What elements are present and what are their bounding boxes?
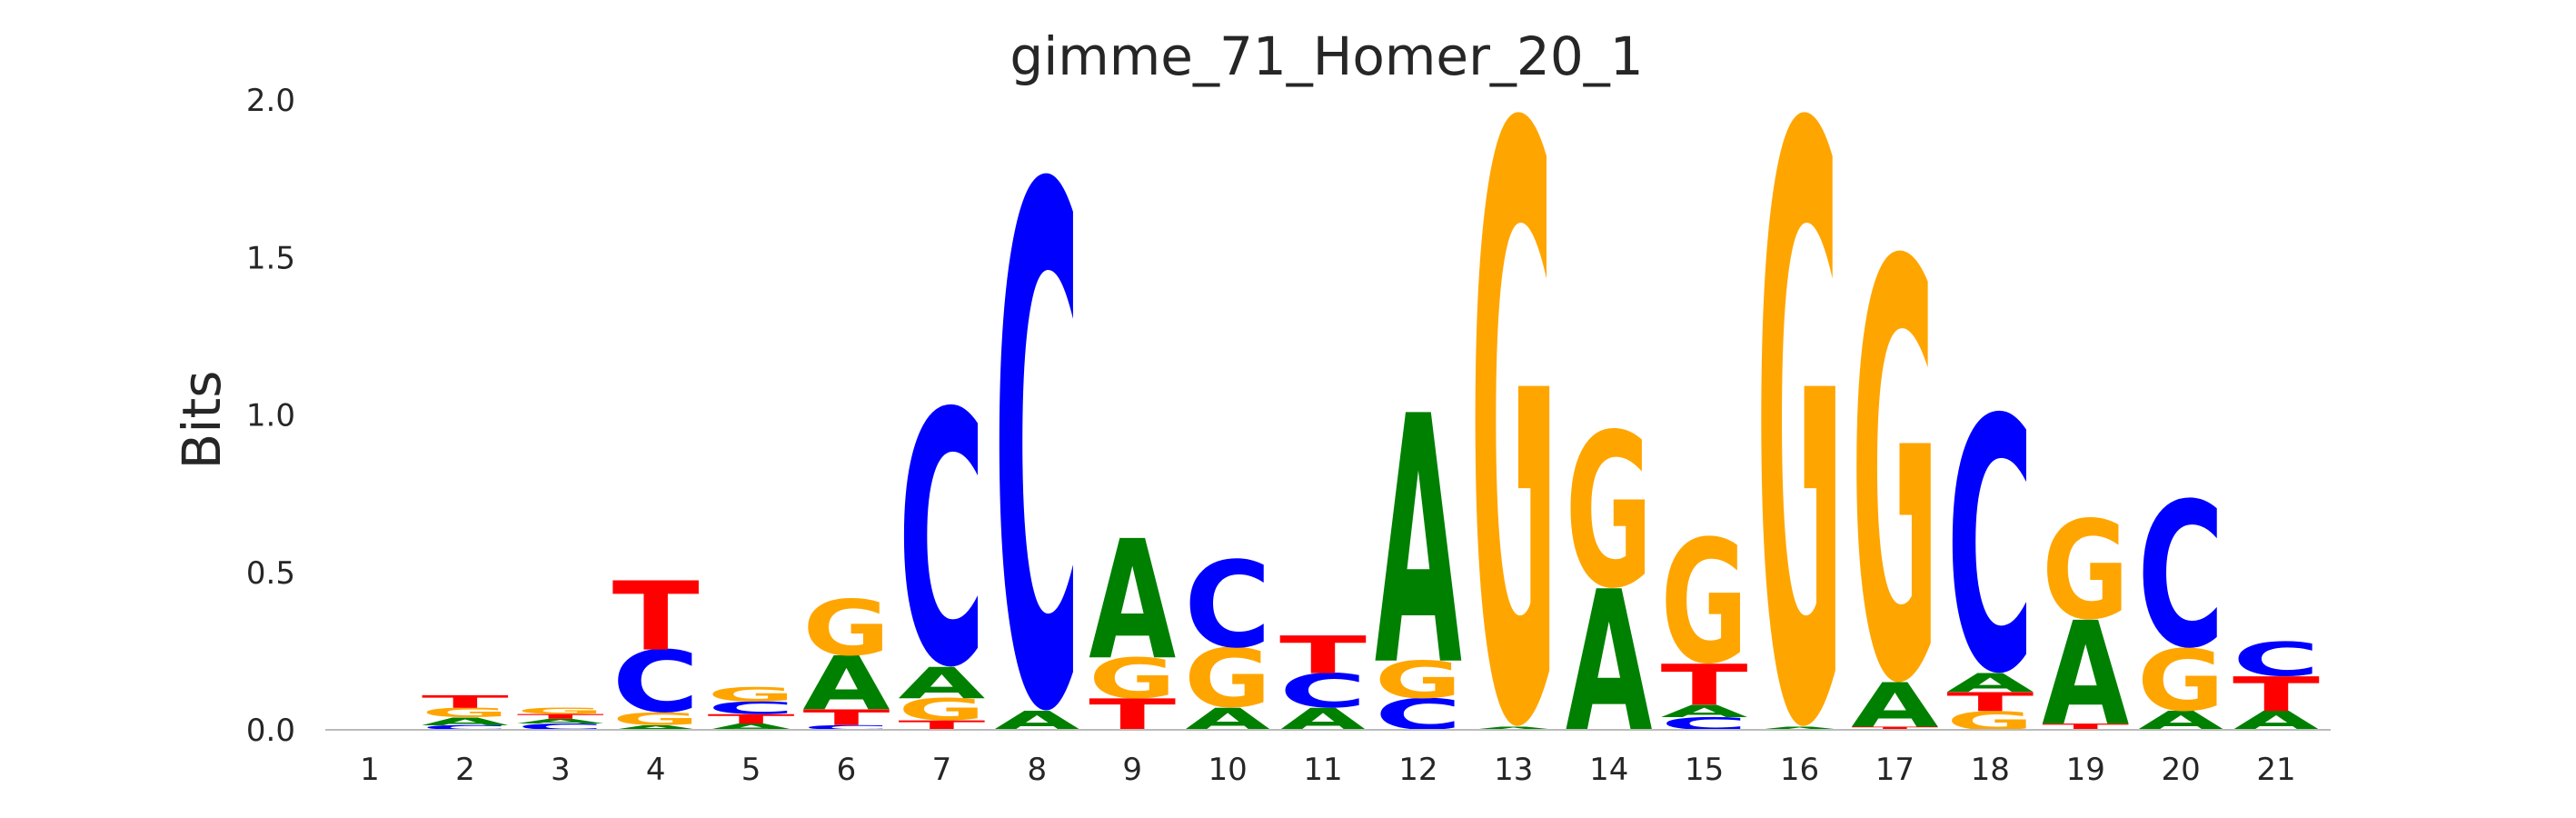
x-tick-label: 7 <box>932 752 952 788</box>
x-tick-label: 18 <box>1971 752 2010 788</box>
logo-letter-G: G <box>517 706 604 716</box>
logo-letter-T: T <box>1946 687 2034 717</box>
logo-letter-A: A <box>1375 344 1463 741</box>
logo-letter-C: C <box>803 723 890 731</box>
logo-letter-A: A <box>1184 703 1271 737</box>
chart-title: gimme_71_Homer_20_1 <box>1010 25 1643 87</box>
logo-letter-A: A <box>1279 703 1367 737</box>
logo-letter-G: G <box>1946 706 2034 735</box>
logo-letter-G: G <box>898 693 985 727</box>
logo-letter-T: T <box>422 692 509 712</box>
x-tick-label: 2 <box>455 752 475 788</box>
logo-letter-G: G <box>422 705 509 720</box>
logo-letter-A: A <box>517 717 604 724</box>
logo-letter-T: T <box>1279 625 1367 685</box>
y-tick-label: 1.5 <box>246 240 295 276</box>
logo-letter-A: A <box>898 659 985 709</box>
x-tick-label: 16 <box>1780 752 1819 788</box>
x-tick-label: 12 <box>1398 752 1437 788</box>
x-tick-label: 5 <box>741 752 761 788</box>
x-tick-label: 20 <box>2161 752 2200 788</box>
logo-letter-C: C <box>517 722 604 732</box>
x-tick-label: 21 <box>2256 752 2295 788</box>
logo-letter-G: G <box>1661 504 1748 702</box>
logo-letter-A: A <box>993 706 1080 736</box>
y-tick-label: 0.5 <box>246 555 295 592</box>
y-axis-label: Bits <box>171 371 233 470</box>
logo-letter-A: A <box>1089 504 1176 696</box>
logo-letter-G: G <box>1851 145 1938 809</box>
logo-letter-C: C <box>1375 691 1462 740</box>
x-tick-label: 8 <box>1027 752 1047 788</box>
logo-letter-A: A <box>1946 668 2034 698</box>
logo-letter-T: T <box>1661 653 1748 718</box>
y-tick-label: 1.0 <box>246 398 295 434</box>
logo-letter-C: C <box>2233 633 2320 686</box>
logo-letter-C: C <box>422 723 509 731</box>
logo-letter-C: C <box>1661 714 1748 734</box>
y-tick-label: 2.0 <box>246 83 295 119</box>
x-tick-label: 4 <box>646 752 666 788</box>
logo-letter-C: C <box>993 43 1080 818</box>
x-tick-label: 10 <box>1208 752 1247 788</box>
x-tick-label: 9 <box>1122 752 1142 788</box>
logo-letter-G: G <box>1566 390 1653 635</box>
logo-letter-A: A <box>1756 726 1844 732</box>
logo-letter-C: C <box>898 341 985 744</box>
y-tick-label: 0.0 <box>246 713 295 749</box>
logo-letter-G: G <box>1470 0 1557 818</box>
logo-letter-C: C <box>1279 664 1367 718</box>
logo-letter-A: A <box>612 723 700 731</box>
logo-letter-A: A <box>1470 726 1557 732</box>
x-tick-label: 11 <box>1303 752 1342 788</box>
logo-letter-G: G <box>1756 0 1844 818</box>
logo-letter-G: G <box>708 683 795 705</box>
logo-letter-G: G <box>1089 647 1176 711</box>
logo-letter-A: A <box>1661 702 1748 722</box>
x-tick-label: 3 <box>551 752 571 788</box>
logo-letter-C: C <box>1184 536 1271 674</box>
logo-letter-C: C <box>1946 347 2034 751</box>
logo-letter-A: A <box>708 722 795 732</box>
logo-letter-G: G <box>612 709 700 729</box>
y-axis-ticks: 0.0 0.5 1.0 1.5 2.0 <box>246 83 295 749</box>
logo-letter-A: A <box>422 715 509 728</box>
logo-letter-T: T <box>612 563 700 673</box>
logo-letter-T: T <box>1089 690 1176 740</box>
logo-letter-A: A <box>2233 706 2320 736</box>
x-tick-label: 13 <box>1494 752 1533 788</box>
logo-letter-G: G <box>1184 633 1271 725</box>
x-axis-ticks: 1 2 3 4 5 6 7 8 9 10 11 12 13 14 15 16 17 18 19 20 21 <box>360 752 2295 788</box>
logo-letter-G: G <box>2042 493 2129 650</box>
logo-letter-T: T <box>517 713 604 720</box>
x-tick-label: 6 <box>837 752 857 788</box>
logo-letter-G: G <box>1375 651 1462 710</box>
logo-letter-T: T <box>1851 726 1938 731</box>
logo-letter-G: G <box>803 584 890 673</box>
logo-letter-A: A <box>1566 551 1653 776</box>
x-tick-label: 17 <box>1875 752 1915 788</box>
x-tick-label: 1 <box>360 752 380 788</box>
logo-letter-G: G <box>2137 632 2224 730</box>
x-tick-label: 15 <box>1685 752 1724 788</box>
x-tick-label: 19 <box>2066 752 2105 788</box>
logo-letter-C: C <box>2137 462 2224 693</box>
logo-letter-T: T <box>803 705 890 731</box>
logo-letter-T: T <box>2233 667 2320 723</box>
logo-letter-C: C <box>612 633 700 731</box>
logo-letter-C: C <box>708 698 795 718</box>
logo-letter-T: T <box>2042 722 2129 732</box>
logo-letter-A: A <box>2137 706 2224 736</box>
logo-letter-T: T <box>708 712 795 727</box>
x-tick-label: 14 <box>1589 752 1628 788</box>
logo-letter-A: A <box>803 642 890 727</box>
